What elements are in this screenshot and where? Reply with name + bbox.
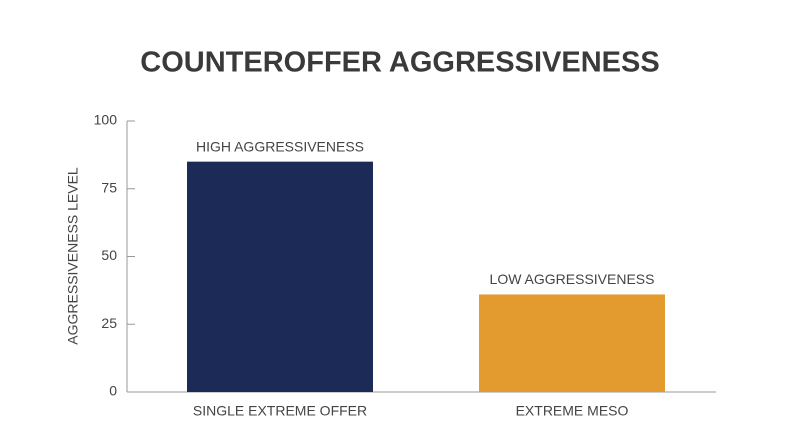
bar-annotation: HIGH AGGRESSIVENESS xyxy=(196,138,364,154)
y-tick-label: 50 xyxy=(101,247,117,263)
y-tick-label: 25 xyxy=(101,315,117,331)
bar xyxy=(479,294,665,392)
y-tick-label: 100 xyxy=(94,112,118,128)
x-tick-label: SINGLE EXTREME OFFER xyxy=(193,403,367,419)
y-tick-label: 0 xyxy=(109,383,117,399)
chart-title: COUNTEROFFER AGGRESSIVENESS xyxy=(140,47,659,79)
x-tick-label: EXTREME MESO xyxy=(516,403,629,419)
y-tick-label: 75 xyxy=(101,179,117,195)
y-axis-label: AGGRESSIVENESS LEVEL xyxy=(65,167,81,345)
bar xyxy=(187,161,373,392)
bar-annotation: LOW AGGRESSIVENESS xyxy=(490,271,655,287)
